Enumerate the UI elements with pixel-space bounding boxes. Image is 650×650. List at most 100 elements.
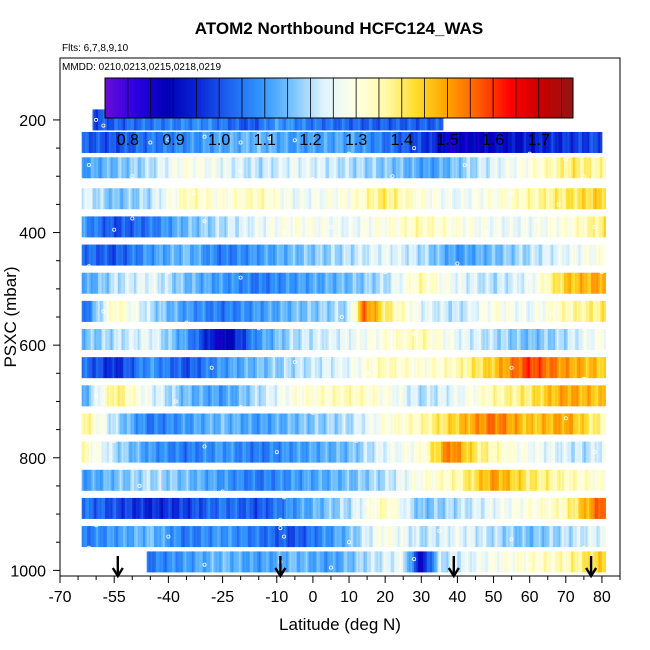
heatmap-cell bbox=[276, 497, 279, 519]
heatmap-cell bbox=[414, 272, 417, 294]
heatmap-cell bbox=[184, 551, 187, 573]
heatmap-cell bbox=[256, 109, 260, 131]
heatmap-cell bbox=[99, 469, 102, 491]
heatmap-cell bbox=[421, 131, 424, 153]
heatmap-cell bbox=[186, 469, 189, 491]
heatmap-cell bbox=[386, 131, 390, 153]
heatmap-cell bbox=[94, 272, 97, 294]
heatmap-cell bbox=[421, 188, 424, 210]
heatmap-cell bbox=[350, 469, 354, 491]
heatmap-cell bbox=[376, 469, 379, 491]
heatmap-cell bbox=[119, 357, 122, 379]
heatmap-cell bbox=[343, 272, 346, 294]
heatmap-cell bbox=[204, 300, 207, 322]
heatmap-cell bbox=[233, 357, 236, 379]
heatmap-cell bbox=[112, 244, 115, 266]
heatmap-cell bbox=[410, 109, 413, 131]
heatmap-cell bbox=[432, 300, 435, 322]
heatmap-cell bbox=[392, 385, 395, 407]
heatmap-cell bbox=[161, 413, 164, 435]
heatmap-cell bbox=[370, 357, 373, 379]
heatmap-cell bbox=[222, 497, 225, 519]
heatmap-cell bbox=[99, 216, 102, 238]
heatmap-cell bbox=[439, 357, 442, 379]
heatmap-cell bbox=[471, 551, 475, 573]
colorbar-segment bbox=[128, 78, 132, 118]
heatmap-cell bbox=[92, 413, 95, 435]
heatmap-cell bbox=[376, 216, 379, 238]
heatmap-cell bbox=[177, 109, 180, 131]
heatmap-cell bbox=[545, 131, 549, 153]
heatmap-cell bbox=[135, 413, 139, 435]
heatmap-cell bbox=[574, 413, 578, 435]
colorbar-segment bbox=[112, 78, 115, 118]
heatmap-cell bbox=[560, 188, 563, 210]
heatmap-cell bbox=[349, 188, 352, 210]
heatmap-cell bbox=[367, 551, 370, 573]
heatmap-cell bbox=[146, 469, 149, 491]
heatmap-cell bbox=[498, 385, 502, 407]
heatmap-cell bbox=[433, 329, 437, 351]
heatmap-cell bbox=[491, 385, 494, 407]
heatmap-cell bbox=[184, 244, 187, 266]
heatmap-cell bbox=[249, 244, 252, 266]
heatmap-cell bbox=[417, 131, 420, 153]
heatmap-cell bbox=[334, 109, 337, 131]
heatmap-cell bbox=[168, 357, 171, 379]
heatmap-cell bbox=[517, 469, 520, 491]
heatmap-cell bbox=[244, 413, 247, 435]
heatmap-cell bbox=[218, 216, 222, 238]
heatmap-cell bbox=[141, 385, 144, 407]
heatmap-cell bbox=[302, 413, 305, 435]
heatmap-cell bbox=[517, 441, 520, 463]
heatmap-cell bbox=[399, 244, 402, 266]
heatmap-cell bbox=[589, 357, 592, 379]
heatmap-cell bbox=[251, 329, 254, 351]
heatmap-cell bbox=[211, 357, 214, 379]
heatmap-cell bbox=[497, 300, 500, 322]
heatmap-cell bbox=[515, 385, 518, 407]
heatmap-cell bbox=[278, 413, 281, 435]
heatmap-cell bbox=[197, 357, 200, 379]
heatmap-cell bbox=[415, 329, 419, 351]
heatmap-cell bbox=[269, 497, 272, 519]
heatmap-cell bbox=[208, 413, 211, 435]
heatmap-cell bbox=[274, 413, 278, 435]
heatmap-cell bbox=[600, 497, 603, 519]
heatmap-cell bbox=[217, 497, 220, 519]
heatmap-cell bbox=[101, 329, 104, 351]
heatmap-cell bbox=[287, 357, 290, 379]
heatmap-cell bbox=[289, 272, 292, 294]
heatmap-cell bbox=[114, 131, 117, 153]
heatmap-cell bbox=[157, 497, 160, 519]
heatmap-cell bbox=[117, 300, 121, 322]
heatmap-cell bbox=[377, 441, 381, 463]
heatmap-cell bbox=[479, 385, 482, 407]
heatmap-cell bbox=[255, 109, 258, 131]
heatmap-cell bbox=[450, 357, 453, 379]
heatmap-cell bbox=[428, 131, 431, 153]
heatmap-cell bbox=[361, 357, 364, 379]
heatmap-cell bbox=[224, 497, 227, 519]
heatmap-cell bbox=[426, 329, 429, 351]
heatmap-cell bbox=[515, 216, 518, 238]
heatmap-cell bbox=[325, 551, 328, 573]
heatmap-cell bbox=[441, 216, 444, 238]
heatmap-cell bbox=[302, 300, 305, 322]
heatmap-cell bbox=[504, 497, 507, 519]
heatmap-cell bbox=[215, 497, 218, 519]
heatmap-cell bbox=[184, 272, 187, 294]
sample-point bbox=[556, 202, 561, 207]
heatmap-cell bbox=[363, 131, 366, 153]
heatmap-cell bbox=[316, 216, 319, 238]
heatmap-cell bbox=[388, 385, 391, 407]
heatmap-cell bbox=[143, 469, 146, 491]
heatmap-cell bbox=[459, 272, 462, 294]
heatmap-cell bbox=[473, 469, 476, 491]
heatmap-cell bbox=[105, 469, 108, 491]
heatmap-cell bbox=[526, 469, 529, 491]
heatmap-cell bbox=[433, 551, 437, 573]
heatmap-cell bbox=[150, 109, 153, 131]
heatmap-cell bbox=[522, 131, 525, 153]
heatmap-cell bbox=[452, 413, 455, 435]
